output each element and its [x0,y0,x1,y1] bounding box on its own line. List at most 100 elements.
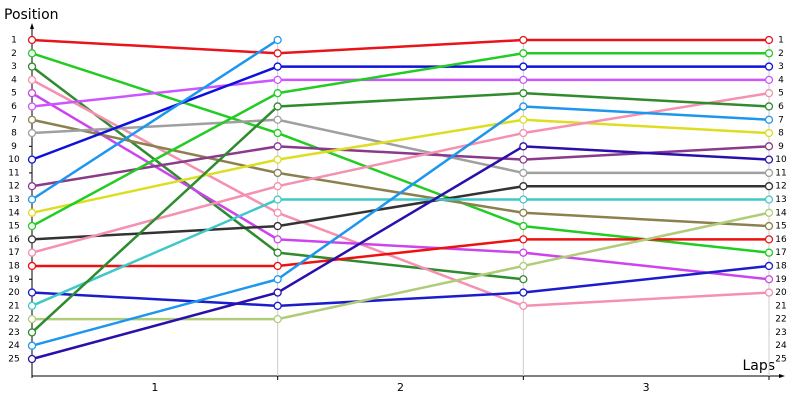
position-marker [519,235,528,244]
y-tick-label-right: 21 [775,301,786,311]
position-marker [764,75,774,85]
position-line [31,52,769,228]
y-tick-label: 8 [11,129,17,139]
y-tick-label: 12 [8,182,19,192]
position-marker [273,89,282,98]
y-tick-label: 16 [8,235,20,245]
position-line [31,118,770,215]
position-marker [27,261,37,271]
position-marker [27,182,37,191]
position-marker [519,35,528,45]
position-line [31,91,770,334]
position-marker [27,75,37,85]
position-marker [519,142,528,151]
y-tick-label-right: 2 [778,49,784,59]
position-marker [273,102,282,111]
y-tick-label-right: 19 [775,275,787,285]
position-marker [27,49,37,58]
y-tick-label-right: 23 [775,328,786,338]
position-marker [519,49,528,58]
y-axis-label: Position [4,7,59,23]
position-marker [273,275,282,284]
y-tick-label-right: 1 [778,36,784,46]
position-marker [27,155,37,164]
y-tick-label-right: 3 [778,62,784,72]
y-tick-label-right: 12 [775,182,786,192]
position-line [32,238,769,268]
position-marker [273,288,282,297]
position-marker [519,195,528,204]
position-marker [764,62,774,71]
position-marker [273,142,282,151]
position-marker [27,248,37,257]
position-marker [27,35,37,45]
x-axis-arrow [779,374,785,378]
position-marker [27,195,37,204]
position-marker [764,221,774,231]
position-marker [27,354,37,364]
position-line [31,264,770,308]
position-marker [27,328,37,337]
y-tick-label: 22 [8,315,19,325]
y-tick-label: 6 [11,102,17,112]
position-marker [519,301,528,310]
position-marker [273,182,282,191]
y-tick-label: 19 [8,275,20,285]
y-tick-label: 13 [8,195,19,205]
position-marker [764,288,774,297]
position-marker [27,128,37,138]
position-marker [27,341,37,350]
position-marker [764,49,774,58]
y-tick-label-right: 20 [775,288,787,298]
y-tick-label: 23 [8,328,19,338]
y-tick-label-right: 17 [775,248,786,258]
position-marker [764,102,774,111]
position-marker [764,182,774,191]
position-marker [273,195,282,204]
position-marker [764,168,774,178]
position-marker [273,208,282,217]
position-marker [273,248,282,257]
y-axis-arrow [30,23,34,29]
position-marker [764,128,774,138]
position-line [31,118,769,175]
y-tick-label-right: 18 [775,261,787,271]
position-line [31,145,770,361]
position-marker [27,288,37,297]
position-marker [519,261,528,271]
y-tick-label-right: 7 [778,115,784,125]
position-marker [273,168,282,178]
y-tick-label: 5 [11,89,17,99]
position-marker [764,155,774,164]
position-marker [519,288,528,297]
position-marker [27,62,37,71]
position-marker [519,168,528,178]
position-marker [764,35,774,45]
y-tick-label: 25 [8,355,19,365]
y-tick-label-right: 15 [775,222,786,232]
position-marker [519,102,528,111]
position-marker [273,115,282,124]
position-marker [273,35,282,45]
y-tick-label: 4 [11,75,17,85]
position-marker [764,142,774,151]
y-tick-label-right: 11 [775,168,786,178]
position-marker [519,182,528,191]
y-tick-label-right: 8 [778,129,784,139]
position-marker [519,89,528,98]
position-marker [273,49,282,58]
position-marker [27,89,37,98]
y-tick-label: 21 [8,301,19,311]
position-marker [519,155,528,164]
y-tick-label: 24 [8,341,20,351]
y-tick-label-right: 6 [778,102,784,112]
position-marker [519,128,528,138]
y-tick-label: 20 [8,288,20,298]
y-tick-label: 14 [8,208,20,218]
y-tick-label: 17 [8,248,19,258]
position-marker [273,314,282,324]
position-marker [764,115,774,124]
y-tick-label: 2 [11,49,17,59]
y-tick-label: 3 [11,62,17,72]
position-line [31,184,769,241]
